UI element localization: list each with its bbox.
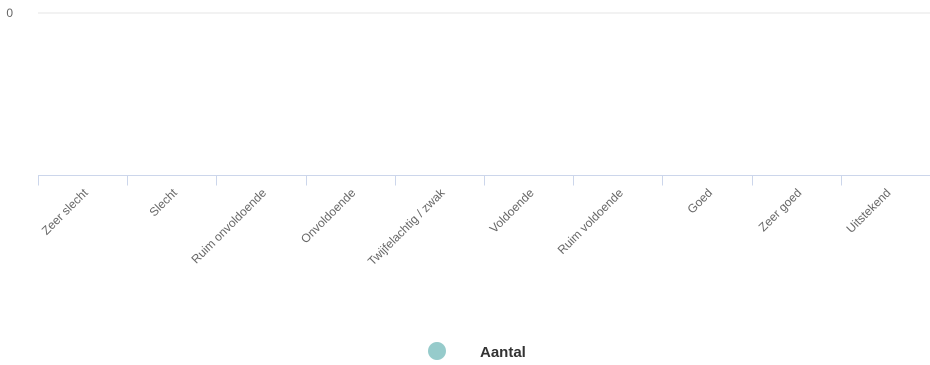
plot-area: 0 bbox=[6, 6, 930, 176]
x-tick-label: Ruim onvoldoende bbox=[188, 185, 269, 266]
y-tick-label: 0 bbox=[6, 6, 13, 20]
x-tick-label: Uitstekend bbox=[844, 186, 894, 236]
legend-marker[interactable] bbox=[428, 342, 446, 360]
legend-label[interactable]: Aantal bbox=[480, 344, 526, 361]
x-tick-label: Twijfelachtig / zwak bbox=[365, 185, 448, 268]
x-tick-label: Ruim voldoende bbox=[555, 185, 626, 256]
x-tick-label: Slecht bbox=[146, 185, 180, 219]
x-tick-label: Zeer slecht bbox=[39, 185, 91, 237]
x-tick-label: Goed bbox=[684, 186, 715, 217]
x-tick-label: Onvoldoende bbox=[298, 185, 359, 246]
x-tick-label: Voldoende bbox=[487, 185, 537, 235]
legend[interactable]: Aantal bbox=[428, 342, 526, 361]
x-axis-ticks bbox=[38, 175, 842, 186]
x-axis-labels: Zeer slecht Slecht Ruim onvoldoende Onvoldo… bbox=[39, 185, 894, 268]
x-tick-label: Zeer goed bbox=[756, 186, 805, 235]
